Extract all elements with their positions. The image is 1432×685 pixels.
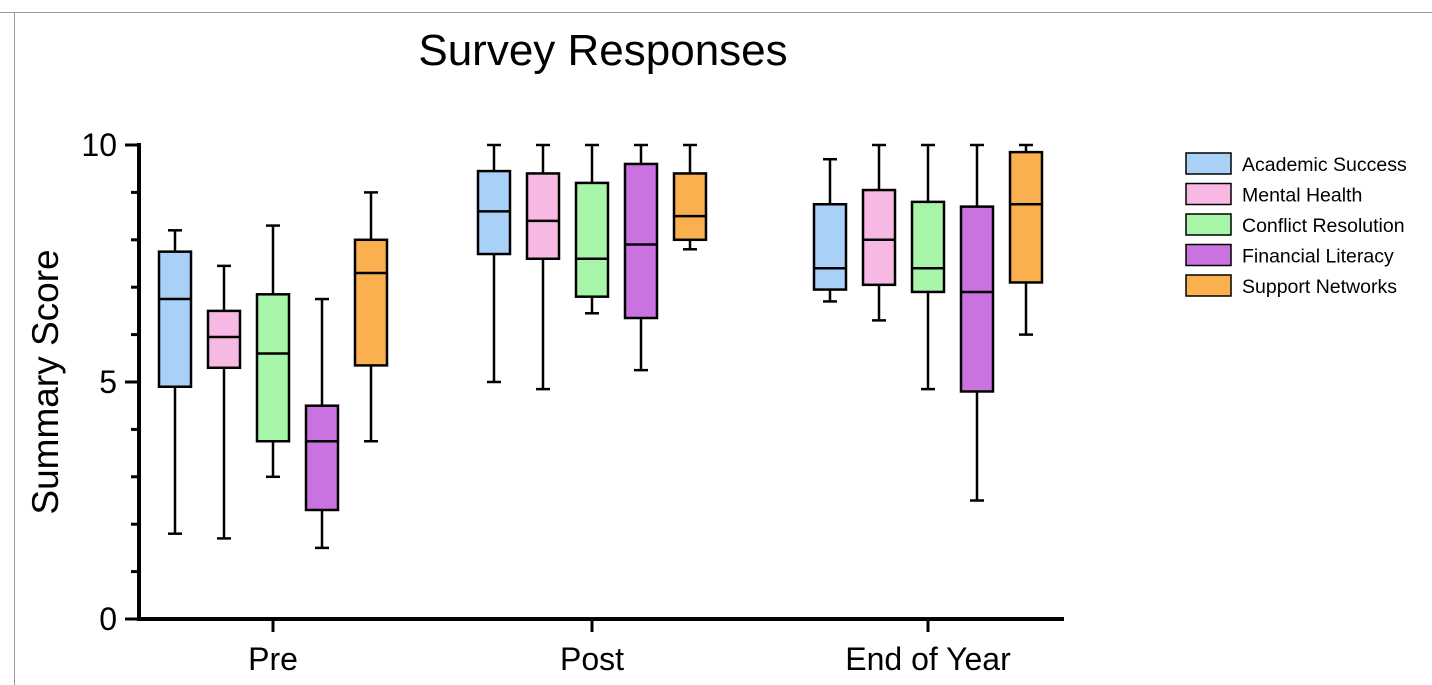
box-academic-success (157, 229, 193, 535)
box-financial-literacy (959, 143, 995, 502)
legend-item: Academic Success (1185, 152, 1407, 176)
legend-swatch (1185, 274, 1232, 297)
box-iqr (959, 205, 995, 393)
legend-swatch (1185, 152, 1232, 175)
box-iqr (353, 238, 389, 367)
legend-label: Academic Success (1242, 154, 1407, 176)
legend-label: Support Networks (1242, 276, 1397, 298)
box-financial-literacy (304, 297, 340, 550)
box-iqr (255, 293, 291, 443)
x-tick-label: Pre (248, 641, 298, 677)
box-support-networks (353, 191, 389, 443)
frame-top-border (0, 12, 1432, 13)
box-academic-success (812, 157, 848, 303)
chart-title: Survey Responses (418, 26, 787, 75)
box-mental-health (525, 143, 561, 391)
box-support-networks (672, 143, 708, 251)
box-support-networks (1008, 143, 1044, 336)
box-iqr (812, 203, 848, 291)
box-iqr (304, 404, 340, 512)
y-axis-label: Summary Score (25, 249, 66, 514)
y-tick-label: 0 (99, 601, 117, 637)
legend-item: Mental Health (1185, 182, 1362, 207)
box-iqr (910, 200, 946, 294)
legend-swatch (1185, 182, 1232, 206)
x-tick-label: Post (560, 641, 624, 677)
box-conflict-resolution (910, 143, 946, 391)
legend-item: Conflict Resolution (1185, 213, 1405, 237)
box-iqr (861, 188, 897, 287)
legend-swatch (1185, 213, 1232, 236)
box-conflict-resolution (574, 143, 610, 315)
box-iqr (157, 250, 193, 388)
box-iqr (623, 162, 659, 320)
legend-swatch (1185, 243, 1232, 267)
y-tick-label: 10 (81, 127, 117, 163)
box-mental-health (206, 264, 242, 540)
legend-item: Support Networks (1185, 274, 1397, 298)
box-iqr (206, 309, 242, 370)
legend: Academic Success Mental Health Conflict Re… (1185, 152, 1407, 298)
legend-label: Financial Literacy (1242, 246, 1394, 268)
box-iqr (1008, 150, 1044, 284)
box-mental-health (861, 143, 897, 322)
frame-left-border (14, 12, 15, 685)
legend-label: Mental Health (1242, 185, 1362, 207)
box-academic-success (476, 143, 512, 384)
x-tick-label: End of Year (845, 641, 1011, 677)
plot-area: 0 5 10 Pre Post End of Year (81, 127, 1064, 677)
legend-item: Financial Literacy (1185, 243, 1394, 268)
box-conflict-resolution (255, 224, 291, 479)
y-tick-label: 5 (99, 364, 117, 400)
box-iqr (525, 172, 561, 261)
box-iqr (574, 181, 610, 298)
box-financial-literacy (623, 143, 659, 372)
box-iqr (672, 172, 708, 242)
legend-label: Conflict Resolution (1242, 215, 1405, 237)
